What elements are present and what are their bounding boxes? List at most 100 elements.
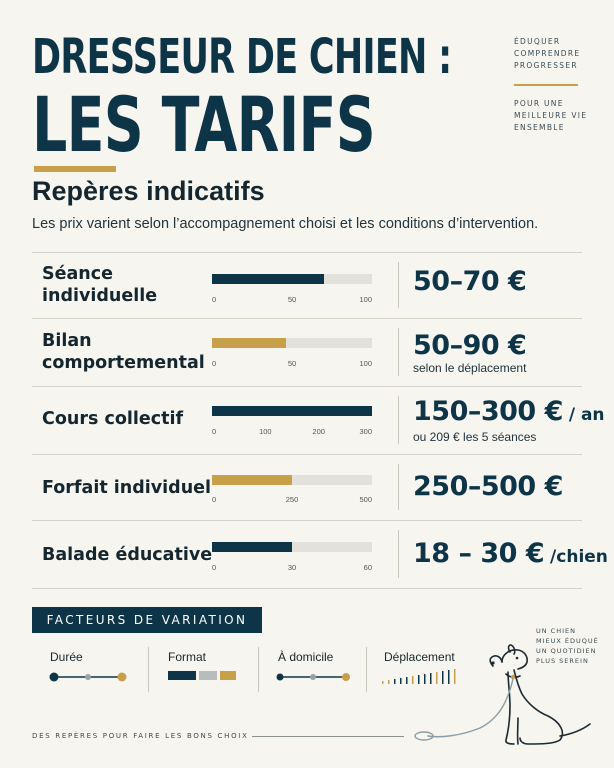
bar-tick-label: 50 xyxy=(287,295,297,304)
format-swatches-icon xyxy=(168,671,236,680)
tagline-top-line: COMPRENDRE xyxy=(514,49,581,58)
tagline-bottom: POUR UNE MEILLEURE VIE ENSEMBLE xyxy=(514,98,587,134)
bar-ticks: 0 100 200 300 xyxy=(212,427,372,437)
title-accent-rule xyxy=(34,166,116,172)
tagline-top-line: PROGRESSER xyxy=(514,61,578,70)
price-value: 50–70 € xyxy=(413,266,527,297)
row-label-line: comportemental xyxy=(42,353,205,373)
row-label-line: Forfait individuel xyxy=(42,478,212,498)
price-range-bar xyxy=(212,274,372,284)
bar-tick-label: 50 xyxy=(287,359,297,368)
row-label-cours-collectif: Cours collectif xyxy=(42,408,183,430)
factor-separator xyxy=(258,647,259,692)
title-line-2: LES TARIFS xyxy=(32,80,376,169)
tagline-top-line: ÉDUQUER xyxy=(514,37,561,46)
price-range-bar-fill xyxy=(212,475,292,485)
factor-label-format: Format xyxy=(168,650,207,664)
price-range: 150–300 € / an xyxy=(413,396,605,427)
footer-rule xyxy=(252,736,404,737)
row-label-forfait-individuel: Forfait individuel xyxy=(42,477,211,499)
price-range-bar xyxy=(212,542,372,552)
price-range-bar xyxy=(212,338,372,348)
table-divider xyxy=(32,454,582,455)
bar-tick-label: 0 xyxy=(212,295,217,304)
row-label-balade-educative: Balade éducative xyxy=(42,544,212,566)
bar-ticks: 0 50 100 xyxy=(212,295,372,305)
bar-tick-label: 300 xyxy=(359,427,372,436)
section-subtitle: Repères indicatifs xyxy=(32,176,265,206)
price-value: 18 – 30 € xyxy=(413,538,545,569)
price-range: 250–500 € xyxy=(413,471,563,502)
row-label-line: Séance xyxy=(42,264,113,284)
column-divider xyxy=(398,396,399,444)
tagline-bottom-line: MEILLEURE VIE xyxy=(514,111,588,120)
bar-tick-label: 100 xyxy=(359,295,372,304)
price-value: 250–500 € xyxy=(413,471,563,502)
bar-tick-label: 500 xyxy=(359,495,372,504)
dog-caption-line: PLUS SEREIN xyxy=(536,657,589,665)
price-note: ou 209 € les 5 séances xyxy=(413,430,537,444)
price-range: 50–70 € xyxy=(413,266,527,297)
bar-ticks: 0 30 60 xyxy=(212,563,372,573)
table-divider xyxy=(32,386,582,387)
distance-bars-icon xyxy=(382,669,456,684)
bar-tick-label: 0 xyxy=(212,563,217,572)
factor-separator xyxy=(148,647,149,692)
tagline-divider xyxy=(514,84,578,86)
bar-tick-label: 100 xyxy=(259,427,272,436)
price-range-bar-fill xyxy=(212,338,286,348)
row-label-bilan-comportemental: Bilan comportemental xyxy=(42,330,205,374)
row-label-line: Bilan xyxy=(42,331,92,351)
bar-tick-label: 60 xyxy=(363,563,372,572)
tagline-bottom-line: POUR UNE xyxy=(514,99,564,108)
price-suffix: / an xyxy=(562,405,605,425)
row-label-line: Balade éducative xyxy=(42,545,213,565)
dog-caption-line: UN CHIEN xyxy=(536,627,576,635)
intro-text: Les prix varient selon l’accompagnement … xyxy=(32,216,539,232)
column-divider xyxy=(398,262,399,308)
table-divider xyxy=(32,318,582,319)
title-line-1: DRESSEUR DE CHIEN : xyxy=(32,29,452,85)
column-divider xyxy=(398,530,399,578)
bar-tick-label: 0 xyxy=(212,427,217,436)
factor-label-duree: Durée xyxy=(50,650,83,664)
price-value: 50–90 € xyxy=(413,330,527,361)
factor-label-a-domicile: À domicile xyxy=(278,650,334,664)
price-range-bar xyxy=(212,406,372,416)
row-label-seance-individuelle: Séance individuelle xyxy=(42,263,157,307)
factor-separator xyxy=(366,647,367,692)
bar-tick-label: 0 xyxy=(212,359,217,368)
bar-tick-label: 100 xyxy=(359,359,372,368)
tagline-bottom-line: ENSEMBLE xyxy=(514,123,565,132)
price-range-bar-fill xyxy=(212,406,372,416)
column-divider xyxy=(398,328,399,376)
bar-tick-label: 0 xyxy=(212,495,217,504)
dog-caption-line: UN QUOTIDIEN xyxy=(536,647,597,655)
table-divider xyxy=(32,588,582,589)
bar-ticks: 0 250 500 xyxy=(212,495,372,505)
tagline-top: ÉDUQUER COMPRENDRE PROGRESSER xyxy=(514,36,580,72)
price-range-bar xyxy=(212,475,372,485)
sitting-dog-icon xyxy=(414,644,591,745)
row-label-line: Cours collectif xyxy=(42,409,184,429)
price-range-bar-fill xyxy=(212,274,324,284)
table-divider xyxy=(32,520,582,521)
dog-caption-line: MIEUX ÉDUQUÉ xyxy=(536,637,599,645)
price-range-bar-fill xyxy=(212,542,292,552)
factors-heading: FACTEURS DE VARIATION xyxy=(32,607,262,633)
price-value: 150–300 € xyxy=(413,396,563,427)
column-divider xyxy=(398,464,399,510)
factor-label-deplacement: Déplacement xyxy=(384,650,455,664)
bar-tick-label: 250 xyxy=(285,495,299,504)
bar-ticks: 0 50 100 xyxy=(212,359,372,369)
bar-tick-label: 30 xyxy=(287,563,297,572)
footer-text: DES REPÈRES POUR FAIRE LES BONS CHOIX xyxy=(32,732,249,740)
dog-caption: UN CHIEN MIEUX ÉDUQUÉ UN QUOTIDIEN PLUS … xyxy=(536,626,599,666)
price-range: 18 – 30 € /chien xyxy=(413,538,608,569)
price-note: selon le déplacement xyxy=(413,361,527,375)
price-range: 50–90 € xyxy=(413,330,527,361)
price-suffix: /chien xyxy=(544,547,608,567)
bar-tick-label: 200 xyxy=(312,427,325,436)
row-label-line: individuelle xyxy=(42,286,158,306)
slider-icon xyxy=(49,672,127,682)
